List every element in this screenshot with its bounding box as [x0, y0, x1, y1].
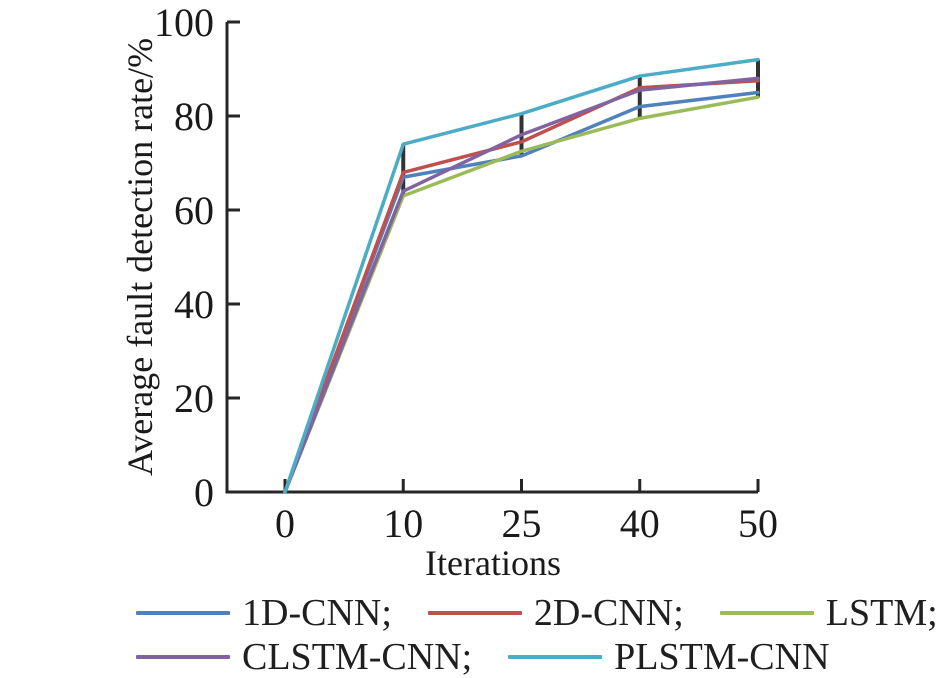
legend-row-1: 1D-CNN; 2D-CNN; LSTM;: [136, 592, 938, 634]
axis-lines: [225, 20, 760, 494]
legend-item-lstm: LSTM;: [719, 592, 938, 634]
axes: [225, 20, 760, 494]
legend-line-swatch-2d-cnn: [427, 611, 522, 615]
legend-label-2d-cnn: 2D-CNN;: [533, 592, 684, 634]
legend-label-plstm-cnn: PLSTM-CNN: [614, 636, 830, 678]
tick-labels: 0 20 40 60 80 100 0 10 25 40 50: [154, 0, 778, 546]
legend-line-swatch-clstm-cnn: [136, 655, 230, 659]
x-tick-label: 40: [620, 501, 660, 546]
y-tick-label: 100: [154, 0, 214, 45]
y-tick-label: 60: [174, 188, 214, 233]
legend-line-swatch-plstm-cnn: [508, 655, 603, 659]
series-line-plstm-cnn: [283, 57, 760, 494]
y-tick-label: 80: [174, 94, 214, 139]
x-axis-title: Iterations: [425, 543, 561, 583]
legend-label-lstm: LSTM;: [825, 592, 938, 634]
y-tick-label: 20: [174, 376, 214, 421]
legend-item-plstm-cnn: PLSTM-CNN: [508, 636, 830, 678]
y-axis-title: Average fault detection rate/%: [120, 38, 160, 476]
legend-item-2d-cnn: 2D-CNN;: [427, 592, 684, 634]
legend-label-clstm-cnn: CLSTM-CNN;: [242, 636, 473, 678]
x-tick-label: 25: [502, 501, 542, 546]
y-tick-label: 0: [194, 470, 214, 515]
x-tick-label: 10: [383, 501, 423, 546]
chart-canvas: 0 20 40 60 80 100 0 10 25 40 50 Iterations Average…: [120, 0, 778, 583]
legend-line-swatch-1d-cnn: [136, 611, 230, 615]
legend-row-2: CLSTM-CNN; PLSTM-CNN: [136, 636, 916, 678]
x-tick-label: 50: [738, 501, 778, 546]
y-tick-label: 40: [174, 282, 214, 327]
legend-item-1d-cnn: 1D-CNN;: [136, 592, 392, 634]
x-tick-label: 0: [275, 501, 295, 546]
legend-line-swatch-lstm: [719, 611, 814, 615]
legend-label-1d-cnn: 1D-CNN;: [242, 592, 392, 634]
chart-legend: 1D-CNN; 2D-CNN; LSTM; CLSTM-CNN; PLSTM-CNN: [136, 592, 938, 678]
legend-item-clstm-cnn: CLSTM-CNN;: [136, 636, 472, 678]
series-lines: [283, 57, 760, 494]
series-line-clstm-cnn: [283, 76, 760, 494]
